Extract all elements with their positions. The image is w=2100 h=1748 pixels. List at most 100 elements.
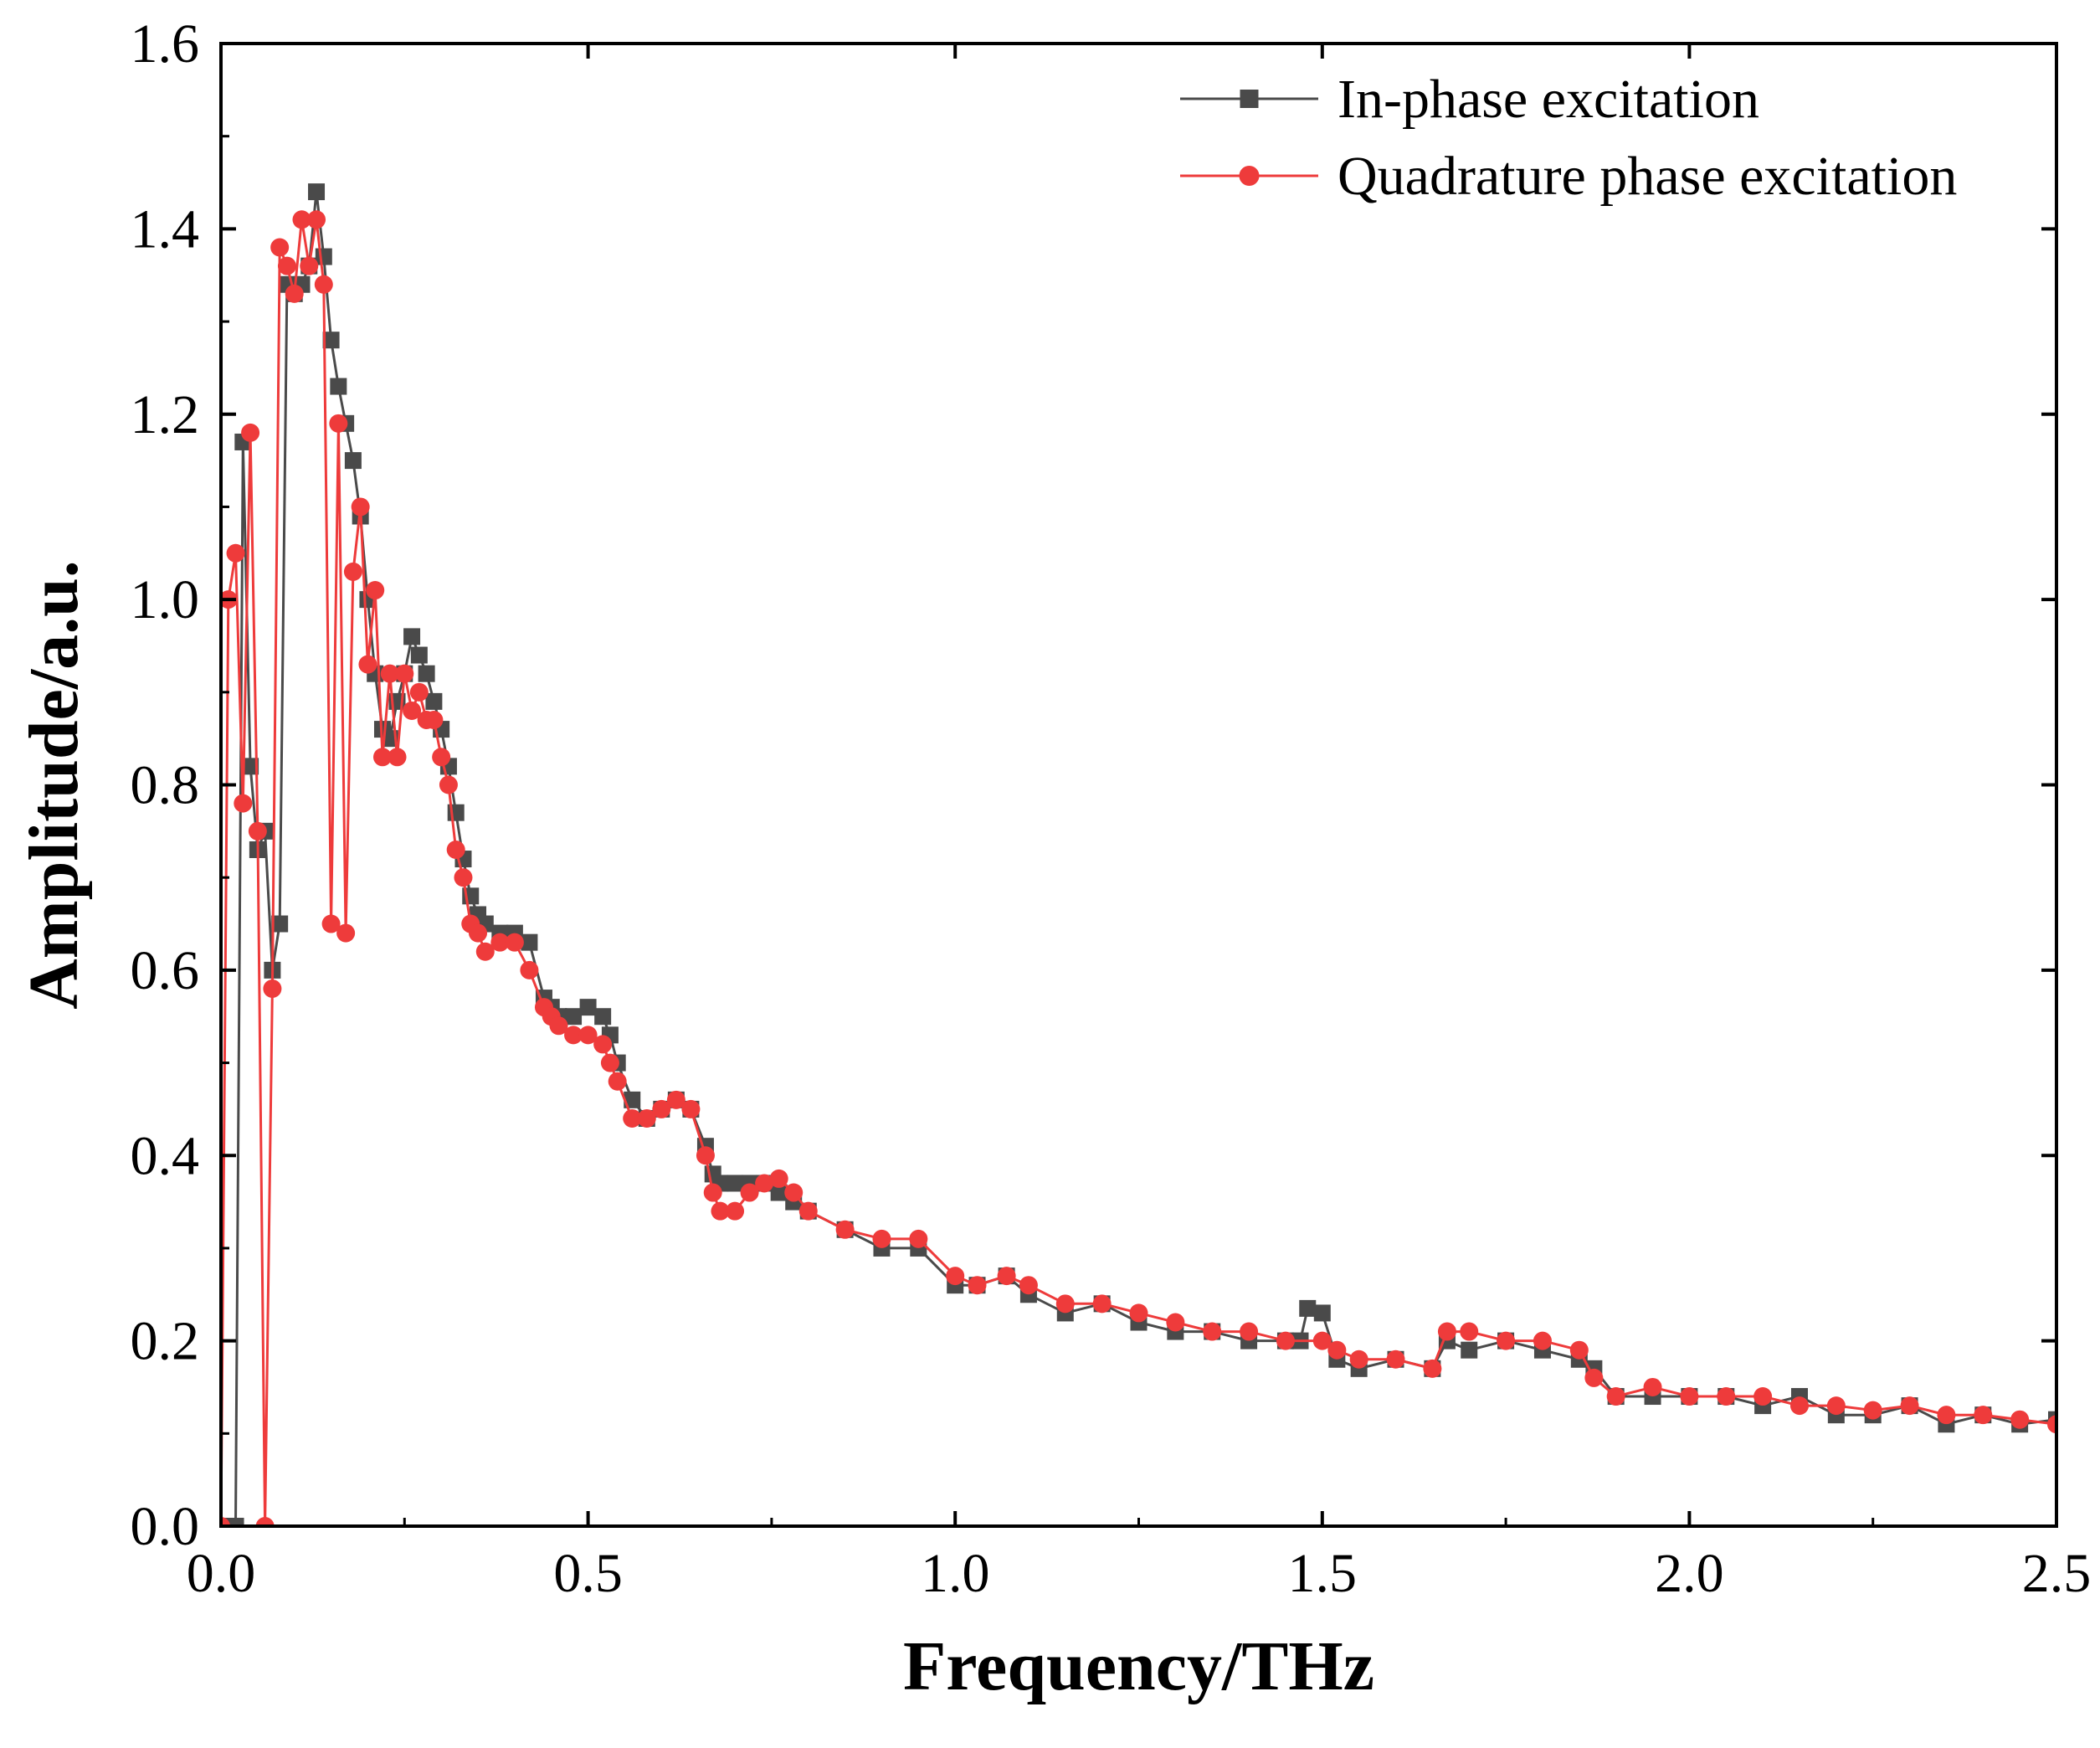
x-tick-label: 1.5 xyxy=(1288,1543,1358,1604)
x-axis-title: Frequency/THz xyxy=(903,1627,1374,1705)
data-point-circle xyxy=(314,275,333,294)
y-axis-title: Amplitude/a.u. xyxy=(15,560,93,1010)
data-point-circle xyxy=(1055,1294,1075,1314)
data-point-circle xyxy=(909,1229,928,1248)
legend-label: In-phase excitation xyxy=(1338,69,1759,130)
plot-frame xyxy=(219,42,2058,1528)
data-point-circle xyxy=(652,1099,671,1118)
data-point-circle xyxy=(784,1183,804,1202)
x-tick-label: 0.5 xyxy=(553,1543,623,1604)
y-tick-label: 0.2 xyxy=(131,1311,200,1372)
data-point-circle xyxy=(1937,1406,1956,1425)
data-point-square xyxy=(227,1518,244,1526)
data-point-circle xyxy=(439,775,458,794)
data-point-circle xyxy=(454,868,473,887)
data-point-square xyxy=(1299,1299,1317,1317)
data-point-circle xyxy=(1327,1340,1347,1360)
data-point-circle xyxy=(321,914,341,933)
data-point-circle xyxy=(740,1183,759,1202)
data-point-circle xyxy=(798,1201,818,1221)
series-0 xyxy=(221,183,2056,1526)
data-point-circle xyxy=(835,1220,855,1239)
data-point-circle xyxy=(1680,1387,1699,1406)
data-point-circle xyxy=(255,1517,275,1526)
data-point-circle xyxy=(1460,1322,1479,1341)
data-point-circle xyxy=(270,238,290,257)
data-point-circle xyxy=(2010,1410,2030,1429)
data-point-circle xyxy=(475,942,495,961)
data-point-circle xyxy=(505,933,524,952)
data-point-circle xyxy=(578,1026,598,1045)
series-layer xyxy=(221,183,2056,1526)
data-point-circle xyxy=(432,748,451,767)
data-point-circle xyxy=(564,1026,583,1045)
data-point-circle xyxy=(755,1174,774,1193)
data-point-square xyxy=(1313,1304,1331,1322)
data-point-circle xyxy=(285,284,304,303)
data-point-circle xyxy=(1276,1331,1295,1350)
data-point-circle xyxy=(593,1035,613,1054)
data-point-circle xyxy=(343,562,362,581)
data-point-circle xyxy=(469,923,488,943)
data-point-circle xyxy=(623,1108,642,1128)
data-point-circle xyxy=(711,1201,730,1221)
data-point-circle xyxy=(226,543,245,563)
data-point-circle xyxy=(997,1267,1016,1286)
data-point-circle xyxy=(1349,1350,1368,1369)
data-point-circle xyxy=(1789,1396,1809,1416)
data-point-circle xyxy=(234,794,253,813)
series-1 xyxy=(221,210,2056,1526)
data-point-circle xyxy=(1019,1276,1038,1295)
data-point-square xyxy=(425,692,443,710)
data-point-circle xyxy=(637,1108,656,1128)
data-point-circle xyxy=(608,1072,627,1091)
data-point-circle xyxy=(1753,1387,1773,1406)
data-point-circle xyxy=(696,1146,715,1165)
data-point-circle xyxy=(1974,1406,1993,1425)
data-point-circle xyxy=(1312,1331,1332,1350)
data-point-circle xyxy=(666,1090,685,1109)
data-point-square xyxy=(271,915,289,933)
data-point-square xyxy=(315,248,332,265)
data-point-circle xyxy=(520,960,539,979)
data-point-circle xyxy=(1129,1303,1148,1323)
y-tick-label: 0.6 xyxy=(131,940,200,1001)
data-point-circle xyxy=(263,979,282,999)
data-point-circle xyxy=(372,748,392,767)
data-point-circle xyxy=(1386,1350,1405,1369)
data-point-circle xyxy=(292,210,311,229)
data-point-circle xyxy=(1203,1322,1222,1341)
y-tick-label: 1.0 xyxy=(131,569,200,630)
data-point-circle xyxy=(1569,1340,1589,1360)
data-point-circle xyxy=(241,423,260,442)
data-point-square xyxy=(624,1091,641,1108)
x-tick-label: 1.0 xyxy=(921,1543,990,1604)
data-point-circle xyxy=(307,210,326,229)
data-point-circle xyxy=(1533,1331,1552,1350)
data-point-circle xyxy=(221,1517,230,1526)
y-tick-label: 1.2 xyxy=(131,384,200,445)
data-point-circle xyxy=(490,933,510,952)
data-point-square xyxy=(322,332,340,349)
legend: In-phase excitation Quadrature phase exci… xyxy=(1180,69,1957,207)
data-point-square xyxy=(410,646,428,664)
data-point-circle xyxy=(549,1016,568,1036)
data-point-circle xyxy=(336,923,356,943)
data-point-circle xyxy=(681,1099,701,1118)
data-point-circle xyxy=(1240,1322,1259,1341)
data-point-circle xyxy=(1863,1401,1882,1420)
legend-label: Quadrature phase excitation xyxy=(1338,146,1957,207)
data-point-square xyxy=(418,665,435,682)
data-point-circle xyxy=(1092,1294,1112,1314)
data-point-square xyxy=(727,1175,744,1192)
data-point-circle xyxy=(872,1229,891,1248)
data-point-circle xyxy=(424,711,444,730)
data-point-circle xyxy=(1717,1387,1736,1406)
data-point-square xyxy=(594,1008,612,1026)
data-point-circle xyxy=(1584,1368,1604,1387)
data-point-circle xyxy=(726,1201,745,1221)
legend-marker-square xyxy=(1240,90,1259,108)
data-point-circle xyxy=(329,414,348,433)
y-tick-label: 0.8 xyxy=(131,755,200,816)
